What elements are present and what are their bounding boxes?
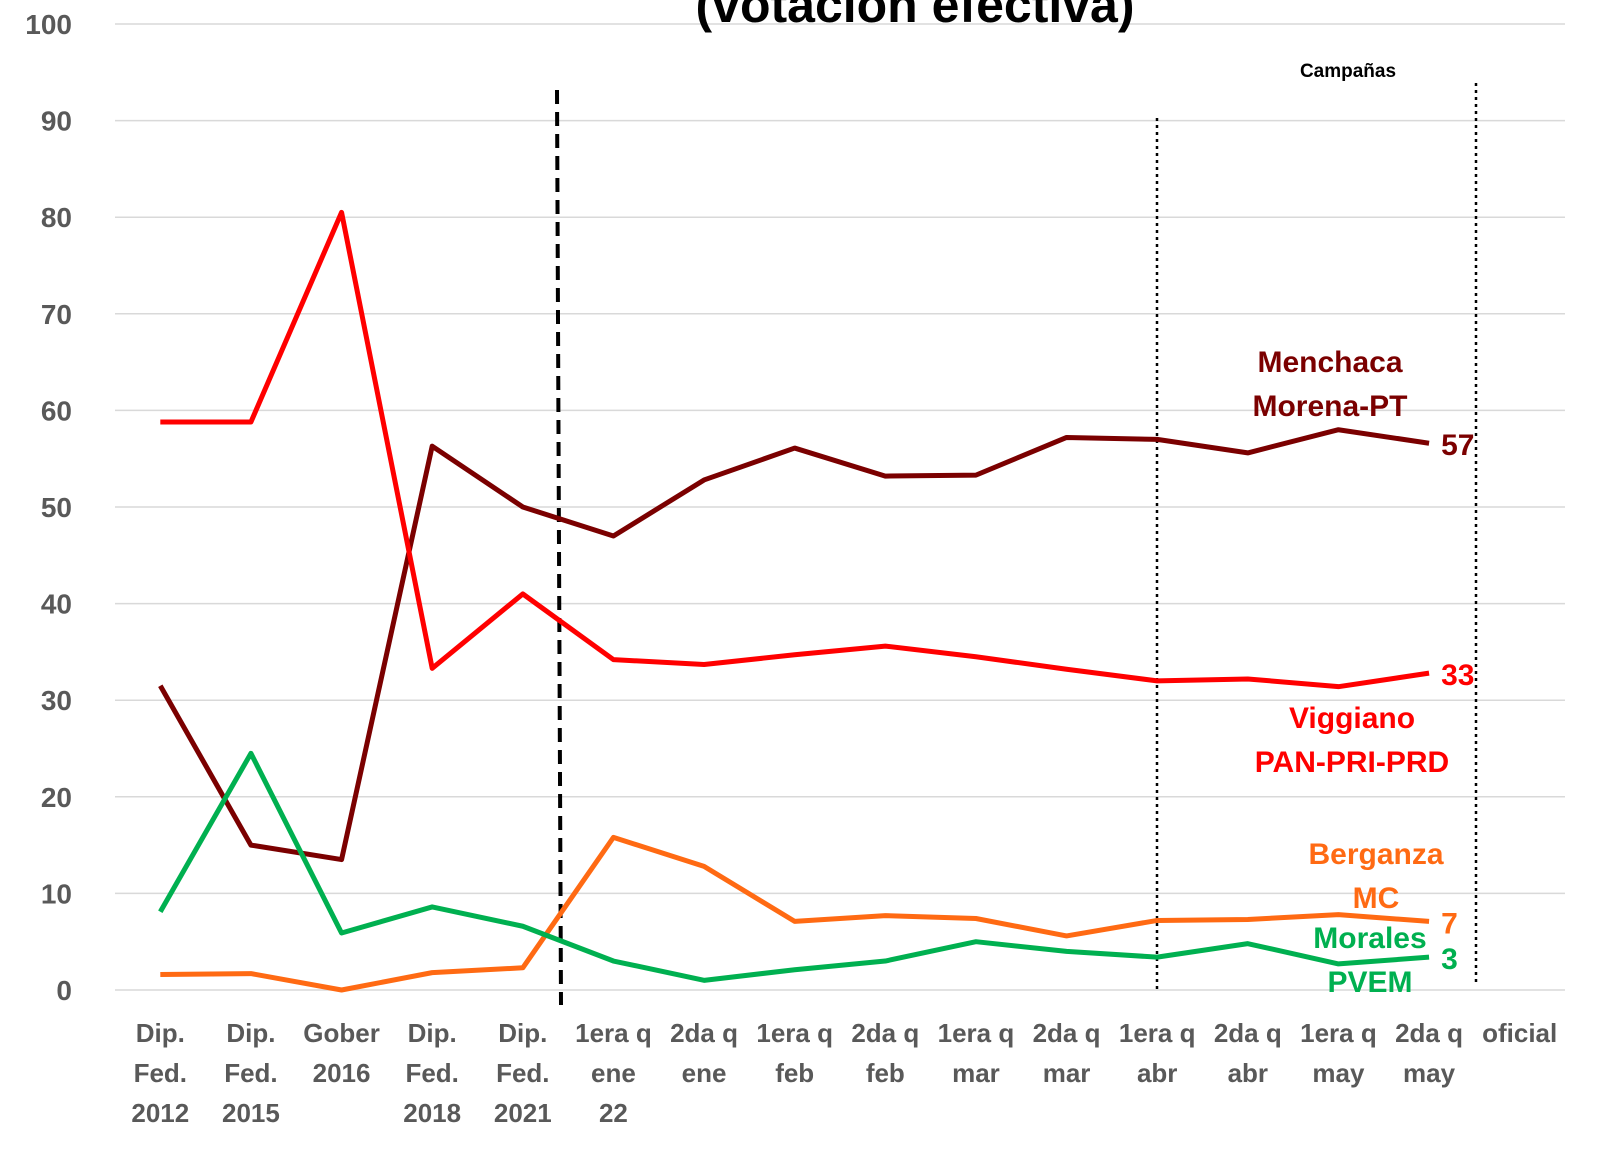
y-tick-label: 0 — [56, 975, 72, 1006]
series-line — [160, 834, 1430, 993]
x-tick-label: Gober 2016 — [303, 1018, 380, 1088]
chart-title: (votación efectiva) — [695, 0, 1134, 33]
x-tick-label: Dip. Fed. 2018 — [403, 1018, 461, 1128]
y-tick-label: 90 — [41, 106, 72, 137]
legend-label: Berganza MC — [1308, 838, 1443, 915]
x-tick-label: 1era q may — [1300, 1018, 1377, 1088]
series-line — [158, 427, 1430, 863]
y-tick-label: 10 — [41, 878, 72, 909]
x-tick-label: 2da q abr — [1214, 1018, 1282, 1088]
x-tick-label: 2da q ene — [670, 1018, 738, 1088]
x-tick-label: 2da q may — [1395, 1018, 1463, 1088]
y-tick-label: 30 — [41, 685, 72, 716]
series-line — [158, 750, 1430, 983]
series-line — [160, 209, 1430, 690]
data-label: 57 — [1441, 429, 1474, 462]
data-label: 3 — [1441, 943, 1458, 976]
x-tick-label: Dip. Fed. 2021 — [494, 1018, 552, 1128]
x-tick-label: Dip. Fed. 2012 — [131, 1018, 189, 1128]
x-tick-label: 1era q ene 22 — [575, 1018, 652, 1128]
y-tick-label: 80 — [41, 202, 72, 233]
x-tick-label: 1era q abr — [1119, 1018, 1196, 1088]
divider-line — [555, 89, 563, 1006]
y-tick-label: 40 — [41, 589, 72, 620]
y-tick-label: 20 — [41, 782, 72, 813]
legend-label: Morales PVEM — [1313, 922, 1426, 999]
x-tick-label: 1era q feb — [756, 1018, 833, 1088]
y-tick-label: 60 — [41, 395, 72, 426]
y-tick-label: 50 — [41, 492, 72, 523]
x-tick-label: 2da q mar — [1033, 1018, 1101, 1088]
x-tick-label: 1era q mar — [938, 1018, 1015, 1088]
annotation: Campañas — [1300, 61, 1396, 82]
y-tick-label: 100 — [25, 9, 72, 40]
y-tick-label: 70 — [41, 299, 72, 330]
x-tick-label: oficial — [1482, 1018, 1557, 1048]
x-tick-label: Dip. Fed. 2015 — [222, 1018, 280, 1128]
data-label: 7 — [1441, 907, 1458, 940]
legend-label: Viggiano PAN-PRI-PRD — [1255, 702, 1449, 779]
x-tick-label: 2da q feb — [851, 1018, 919, 1088]
data-label: 33 — [1441, 659, 1474, 692]
legend-label: Menchaca Morena-PT — [1252, 346, 1407, 423]
